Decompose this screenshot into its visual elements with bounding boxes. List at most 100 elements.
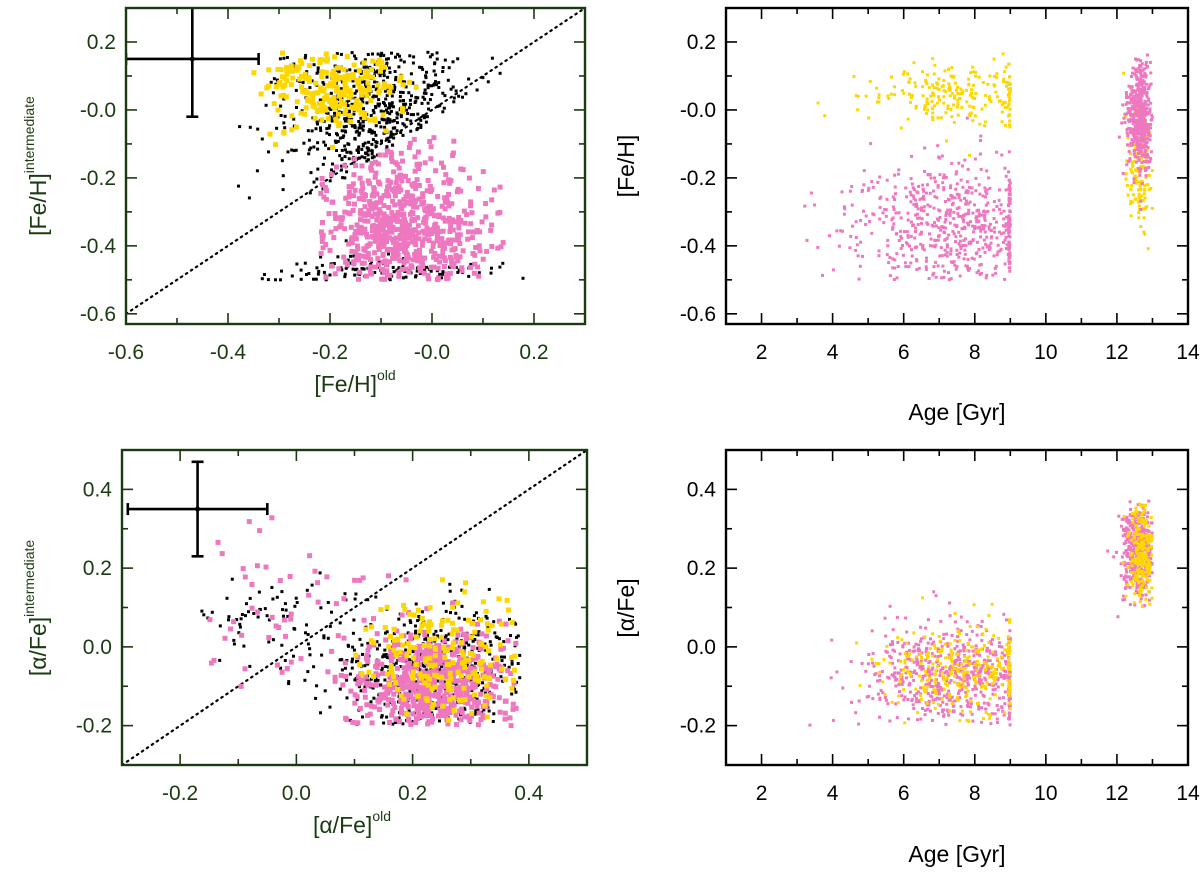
point-yellow: [509, 619, 515, 625]
point-black: [408, 619, 412, 623]
point-yellow: [512, 667, 517, 673]
point-pink: [1121, 172, 1125, 175]
point-pink: [942, 188, 946, 192]
point-pink: [1141, 86, 1145, 89]
point-pink: [947, 271, 950, 275]
point-pink: [472, 682, 478, 688]
point-pink: [444, 195, 450, 201]
point-pink: [1004, 660, 1007, 663]
point-yellow: [465, 617, 471, 623]
point-pink: [1131, 115, 1135, 119]
point-pink: [966, 663, 970, 667]
point-pink: [467, 665, 473, 671]
point-pink: [978, 263, 982, 267]
point-yellow: [948, 94, 952, 98]
point-black: [258, 607, 262, 611]
point-yellow: [439, 577, 445, 583]
point-pink: [878, 674, 882, 678]
point-pink: [953, 223, 957, 227]
point-pink: [379, 217, 385, 223]
point-pink: [453, 722, 459, 727]
point-pink: [831, 718, 835, 722]
point-pink: [497, 709, 503, 715]
point-yellow: [1003, 106, 1007, 109]
point-pink: [450, 671, 456, 677]
point-pink: [337, 224, 343, 230]
point-pink: [1136, 88, 1140, 92]
point-pink: [318, 190, 324, 196]
point-yellow: [407, 611, 413, 617]
point-black: [426, 50, 430, 54]
point-pink: [385, 702, 391, 708]
point-yellow: [980, 107, 984, 111]
point-pink: [857, 277, 861, 281]
point-pink: [420, 264, 426, 269]
point-black: [338, 154, 342, 158]
point-pink: [404, 189, 410, 195]
point-yellow: [931, 118, 935, 122]
point-pink: [424, 645, 430, 651]
point-pink: [387, 216, 393, 222]
point-yellow: [446, 717, 452, 723]
point-black: [481, 76, 485, 80]
point-pink: [323, 274, 329, 280]
point-yellow: [428, 621, 434, 627]
point-yellow: [942, 95, 946, 99]
point-pink: [505, 638, 511, 644]
point-black: [343, 129, 347, 133]
point-yellow: [1137, 192, 1141, 196]
point-pink: [1124, 102, 1128, 106]
point-pink: [1131, 141, 1134, 145]
point-pink: [975, 271, 979, 275]
point-pink: [1147, 131, 1151, 135]
point-pink: [222, 635, 228, 641]
point-pink: [996, 721, 1000, 724]
point-black: [420, 662, 424, 666]
point-black: [325, 131, 329, 135]
point-pink: [946, 208, 950, 212]
point-pink: [387, 688, 393, 694]
point-pink: [376, 242, 382, 247]
point-pink: [1150, 113, 1154, 117]
point-black: [303, 678, 307, 682]
point-pink: [927, 277, 931, 280]
point-pink: [437, 259, 443, 265]
point-yellow: [944, 90, 948, 94]
point-black: [328, 273, 332, 277]
point-yellow: [1133, 143, 1137, 147]
point-pink: [1122, 542, 1126, 546]
point-pink: [433, 168, 439, 174]
point-pink: [452, 666, 458, 672]
point-pink: [1141, 68, 1145, 72]
point-pink: [922, 194, 925, 198]
point-pink: [447, 270, 453, 276]
point-black: [396, 112, 400, 116]
point-black: [353, 125, 357, 129]
point-yellow: [925, 100, 929, 104]
point-yellow: [923, 104, 927, 108]
point-pink: [386, 205, 392, 210]
point-pink: [1132, 134, 1136, 138]
point-pink: [1136, 104, 1140, 108]
point-yellow: [323, 107, 329, 113]
point-black: [447, 632, 451, 636]
point-pink: [986, 669, 990, 673]
point-pink: [480, 169, 486, 175]
point-pink: [921, 707, 924, 710]
point-pink: [1003, 238, 1007, 242]
point-black: [393, 70, 397, 73]
point-pink: [343, 195, 349, 201]
point-pink: [462, 680, 468, 686]
point-pink: [915, 212, 919, 216]
point-pink: [1142, 74, 1146, 78]
point-yellow: [345, 76, 351, 82]
point-black: [414, 680, 418, 684]
point-pink: [1139, 132, 1143, 136]
point-pink: [995, 717, 999, 721]
point-black: [397, 716, 401, 720]
point-black: [467, 77, 471, 81]
y-tick-label: -0.2: [80, 167, 116, 190]
point-black: [274, 278, 277, 282]
point-pink: [1140, 161, 1144, 164]
point-pink: [1137, 112, 1141, 116]
